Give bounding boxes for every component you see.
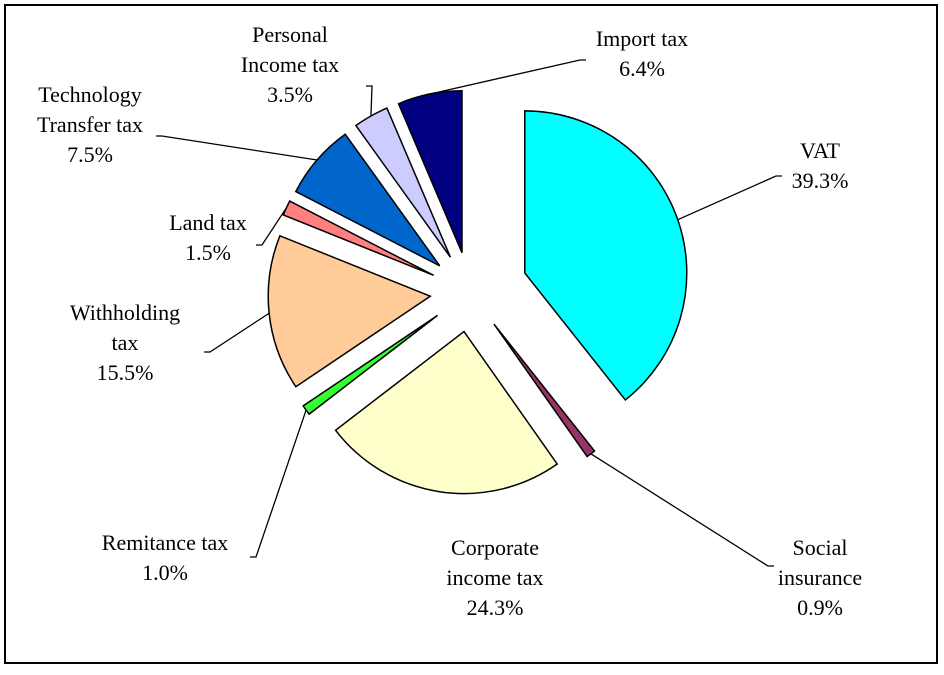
pie-slice xyxy=(267,234,432,388)
chart-frame xyxy=(4,4,938,664)
slice-label: Social insurance xyxy=(778,535,862,590)
value-label: 1.0% xyxy=(142,560,188,585)
value-label: 24.3% xyxy=(467,595,524,620)
slice-label: VAT xyxy=(800,138,841,163)
value-label: 0.9% xyxy=(797,595,843,620)
leader-line xyxy=(204,312,270,353)
leader-line xyxy=(256,207,287,246)
slice-label: Remitance tax xyxy=(102,530,228,555)
pie-slice xyxy=(397,90,463,254)
value-label: 1.5% xyxy=(185,240,231,265)
value-label: 7.5% xyxy=(67,142,113,167)
slice-label: Personal Income tax xyxy=(241,22,339,77)
value-label: 15.5% xyxy=(97,360,154,385)
leader-line xyxy=(590,453,774,567)
value-label: 3.5% xyxy=(267,82,313,107)
leader-line xyxy=(429,59,586,95)
slice-label: Technology Transfer tax xyxy=(37,82,143,137)
leader-line xyxy=(156,135,318,161)
leader-line xyxy=(366,85,373,116)
slice-label: Withholding tax xyxy=(70,300,180,355)
pie-slice xyxy=(524,110,688,401)
value-label: 39.3% xyxy=(792,168,849,193)
pie-slice xyxy=(294,133,441,267)
value-label: 6.4% xyxy=(619,56,665,81)
slice-label: Land tax xyxy=(169,210,247,235)
pie-slice xyxy=(334,330,559,495)
slice-label: Corporate income tax xyxy=(446,535,543,590)
slice-label: Import tax xyxy=(596,26,688,51)
leader-line xyxy=(677,175,782,221)
leader-line xyxy=(250,409,307,558)
